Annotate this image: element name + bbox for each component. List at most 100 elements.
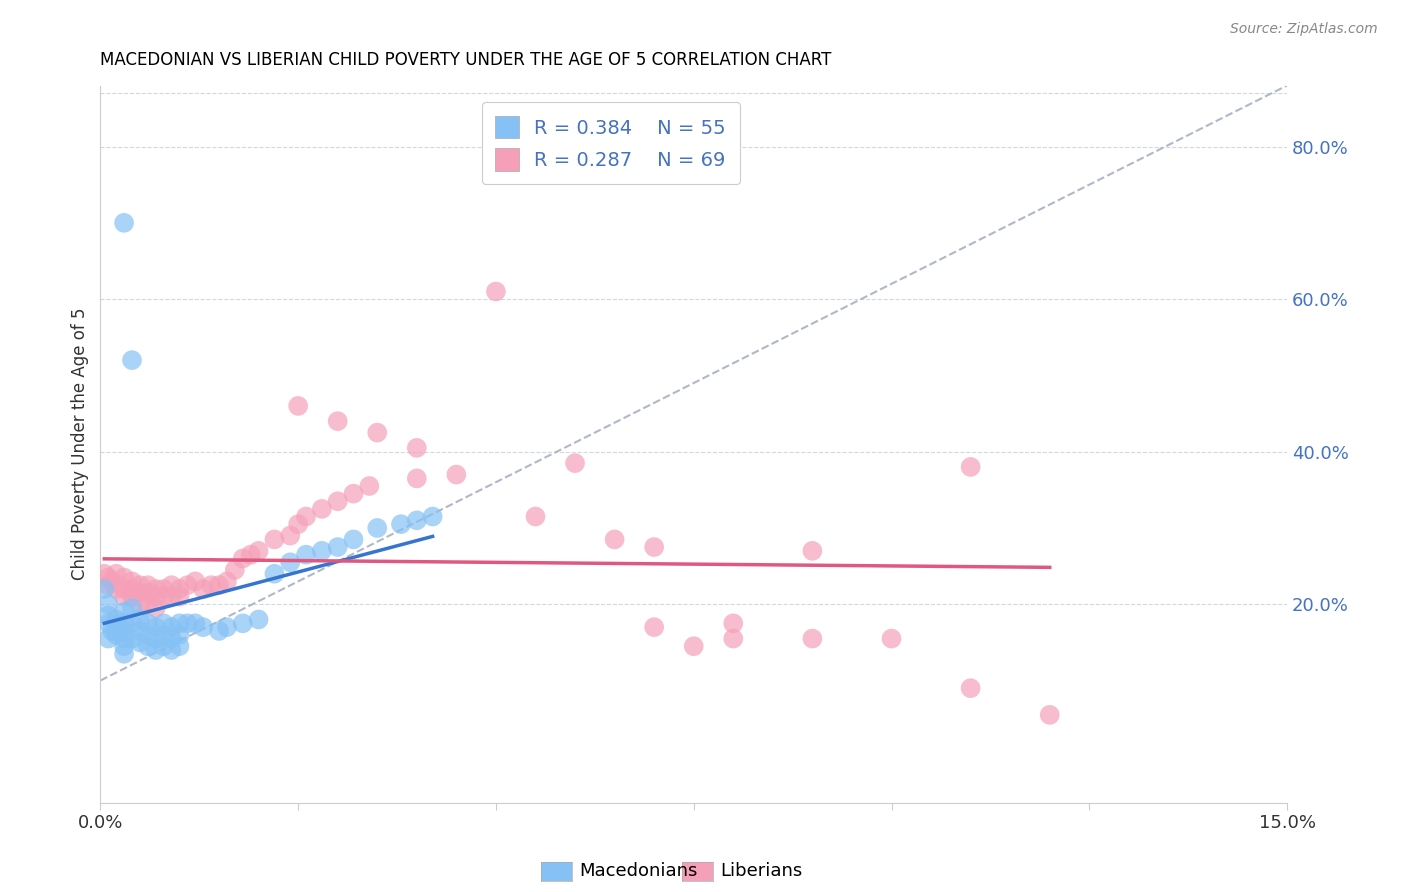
Point bbox=[145, 601, 167, 615]
Text: Macedonians: Macedonians bbox=[579, 863, 697, 880]
Point bbox=[643, 620, 665, 634]
Point bbox=[405, 513, 427, 527]
Point bbox=[105, 628, 128, 642]
Point bbox=[152, 590, 174, 604]
Point bbox=[152, 639, 174, 653]
Point bbox=[169, 616, 191, 631]
Point bbox=[112, 624, 135, 638]
Point bbox=[169, 582, 191, 596]
Point bbox=[193, 620, 215, 634]
Point bbox=[215, 574, 238, 589]
Point bbox=[101, 574, 124, 589]
Point bbox=[247, 613, 270, 627]
Point bbox=[129, 586, 152, 600]
Point bbox=[723, 632, 745, 646]
Point bbox=[160, 620, 183, 634]
Point bbox=[342, 486, 364, 500]
Point bbox=[105, 566, 128, 581]
Point bbox=[145, 643, 167, 657]
Point bbox=[152, 582, 174, 596]
Point bbox=[287, 517, 309, 532]
Point bbox=[97, 597, 120, 611]
Point bbox=[93, 566, 115, 581]
Point bbox=[959, 681, 981, 695]
Point bbox=[97, 570, 120, 584]
Y-axis label: Child Poverty Under the Age of 5: Child Poverty Under the Age of 5 bbox=[72, 308, 89, 581]
Point bbox=[169, 590, 191, 604]
Point bbox=[643, 540, 665, 554]
Point bbox=[405, 441, 427, 455]
Legend: R = 0.384    N = 55, R = 0.287    N = 69: R = 0.384 N = 55, R = 0.287 N = 69 bbox=[482, 103, 740, 185]
Point bbox=[97, 608, 120, 623]
Point bbox=[603, 533, 626, 547]
Point bbox=[129, 635, 152, 649]
Point bbox=[112, 616, 135, 631]
Point bbox=[723, 616, 745, 631]
Point bbox=[97, 578, 120, 592]
Point bbox=[152, 616, 174, 631]
Text: MACEDONIAN VS LIBERIAN CHILD POVERTY UNDER THE AGE OF 5 CORRELATION CHART: MACEDONIAN VS LIBERIAN CHILD POVERTY UND… bbox=[100, 51, 832, 69]
Point bbox=[121, 590, 143, 604]
Point bbox=[105, 620, 128, 634]
Point bbox=[263, 566, 285, 581]
Point bbox=[97, 616, 120, 631]
Point bbox=[422, 509, 444, 524]
Point bbox=[564, 456, 586, 470]
Point bbox=[524, 509, 547, 524]
Point bbox=[121, 353, 143, 368]
Point bbox=[160, 578, 183, 592]
Point bbox=[232, 551, 254, 566]
Point bbox=[136, 616, 159, 631]
Point bbox=[101, 624, 124, 638]
Point bbox=[342, 533, 364, 547]
Point bbox=[880, 632, 903, 646]
Point bbox=[169, 628, 191, 642]
Point bbox=[121, 601, 143, 615]
Point bbox=[136, 639, 159, 653]
Point bbox=[105, 582, 128, 596]
Point bbox=[93, 582, 115, 596]
Point bbox=[326, 494, 349, 508]
Point bbox=[112, 632, 135, 646]
Point bbox=[121, 582, 143, 596]
Point bbox=[682, 639, 704, 653]
Point bbox=[184, 616, 207, 631]
Point bbox=[278, 528, 301, 542]
Point bbox=[208, 624, 231, 638]
Point bbox=[136, 628, 159, 642]
Point bbox=[287, 399, 309, 413]
Point bbox=[193, 582, 215, 596]
Point bbox=[145, 620, 167, 634]
Point bbox=[208, 578, 231, 592]
Point bbox=[145, 632, 167, 646]
Point bbox=[801, 632, 824, 646]
Point bbox=[176, 578, 198, 592]
Point bbox=[105, 613, 128, 627]
Point bbox=[326, 540, 349, 554]
Point bbox=[129, 613, 152, 627]
Point bbox=[112, 605, 135, 619]
Point bbox=[121, 574, 143, 589]
Point bbox=[263, 533, 285, 547]
Point bbox=[145, 582, 167, 596]
Point bbox=[136, 578, 159, 592]
Point bbox=[446, 467, 468, 482]
Point bbox=[311, 544, 333, 558]
Point bbox=[485, 285, 508, 299]
Point bbox=[112, 647, 135, 661]
Point bbox=[278, 555, 301, 569]
Point bbox=[247, 544, 270, 558]
Point bbox=[801, 544, 824, 558]
Point bbox=[160, 643, 183, 657]
Point bbox=[1039, 707, 1062, 722]
Point bbox=[112, 570, 135, 584]
Point bbox=[112, 590, 135, 604]
Point bbox=[359, 479, 381, 493]
Point bbox=[224, 563, 246, 577]
Point bbox=[326, 414, 349, 428]
Point bbox=[160, 590, 183, 604]
Point bbox=[112, 639, 135, 653]
Point bbox=[152, 628, 174, 642]
Point bbox=[184, 574, 207, 589]
Point bbox=[295, 509, 318, 524]
